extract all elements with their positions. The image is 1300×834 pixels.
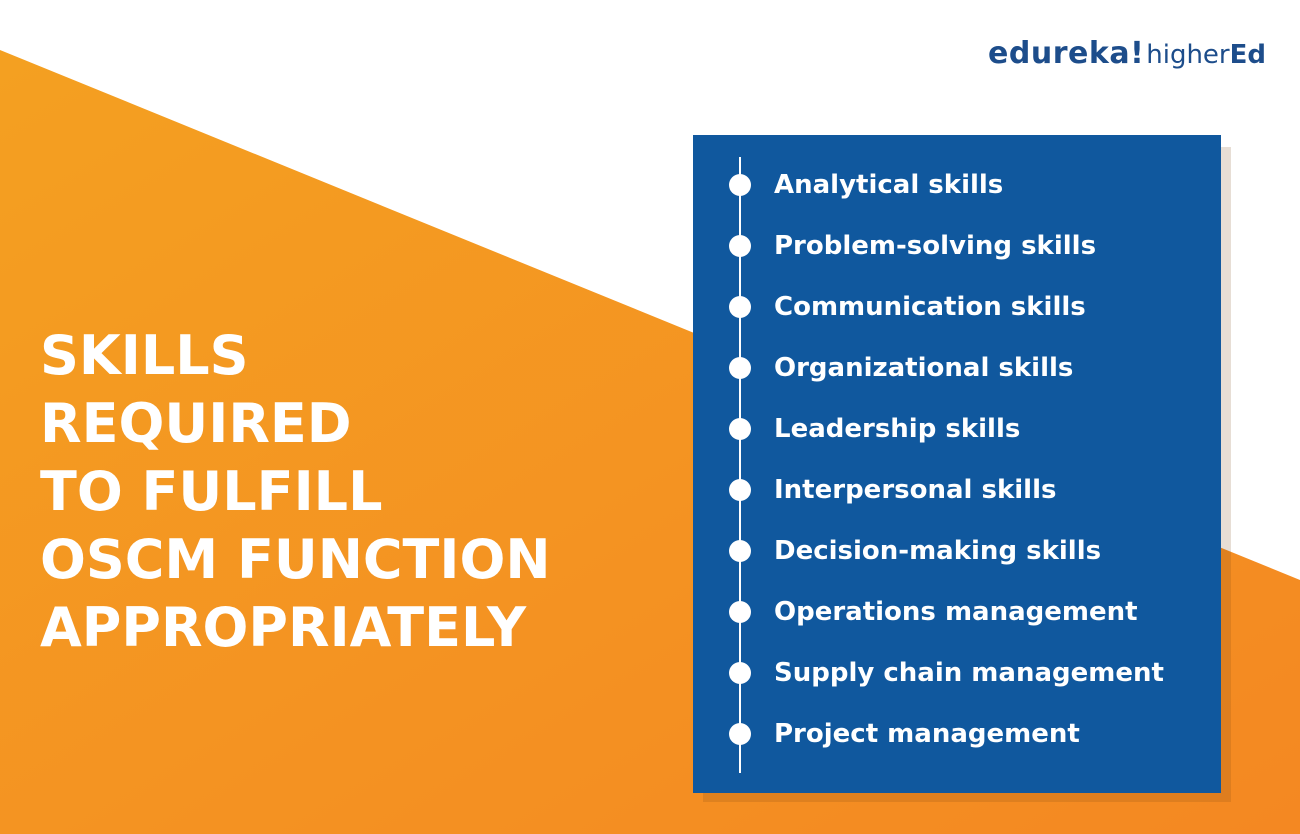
headline-line-4: OSCM FUNCTION xyxy=(40,528,551,591)
bullet-dot-icon xyxy=(729,723,751,745)
list-item: Decision-making skills xyxy=(693,531,1221,571)
list-item: Interpersonal skills xyxy=(693,470,1221,510)
skill-label: Leadership skills xyxy=(774,414,1021,444)
edureka-logo: edureka! higherEd xyxy=(988,36,1266,71)
logo-sub-prefix: higher xyxy=(1146,40,1230,70)
headline-line-5: APPROPRIATELY xyxy=(40,596,527,659)
skills-panel: Analytical skills Problem-solving skills… xyxy=(693,135,1221,793)
skill-label: Analytical skills xyxy=(774,170,1004,200)
logo-sub-suffix: Ed xyxy=(1229,40,1266,70)
skill-label: Operations management xyxy=(774,597,1138,627)
list-item: Operations management xyxy=(693,592,1221,632)
list-item: Leadership skills xyxy=(693,409,1221,449)
bullet-dot-icon xyxy=(729,296,751,318)
logo-main-text: edureka! xyxy=(988,36,1145,71)
skill-label: Organizational skills xyxy=(774,353,1074,383)
bullet-dot-icon xyxy=(729,418,751,440)
bullet-dot-icon xyxy=(729,601,751,623)
headline-line-2: REQUIRED xyxy=(40,392,352,455)
bullet-dot-icon xyxy=(729,174,751,196)
skill-label: Project management xyxy=(774,719,1080,749)
bullet-dot-icon xyxy=(729,662,751,684)
skill-label: Problem-solving skills xyxy=(774,231,1097,261)
list-item: Analytical skills xyxy=(693,165,1221,205)
list-item: Problem-solving skills xyxy=(693,226,1221,266)
list-item: Communication skills xyxy=(693,287,1221,327)
headline-line-1: SKILLS xyxy=(40,324,249,387)
headline-line-3: TO FULFILL xyxy=(40,460,383,523)
timeline-line xyxy=(739,157,741,773)
logo-sub-text: higherEd xyxy=(1146,40,1266,70)
skill-label: Communication skills xyxy=(774,292,1086,322)
list-item: Project management xyxy=(693,714,1221,754)
bullet-dot-icon xyxy=(729,357,751,379)
bullet-dot-icon xyxy=(729,235,751,257)
skill-label: Interpersonal skills xyxy=(774,475,1057,505)
skill-label: Supply chain management xyxy=(774,658,1164,688)
list-item: Supply chain management xyxy=(693,653,1221,693)
skill-label: Decision-making skills xyxy=(774,536,1102,566)
bullet-dot-icon xyxy=(729,540,751,562)
list-item: Organizational skills xyxy=(693,348,1221,388)
bullet-dot-icon xyxy=(729,479,751,501)
headline: SKILLS REQUIRED TO FULFILL OSCM FUNCTION… xyxy=(40,322,680,662)
